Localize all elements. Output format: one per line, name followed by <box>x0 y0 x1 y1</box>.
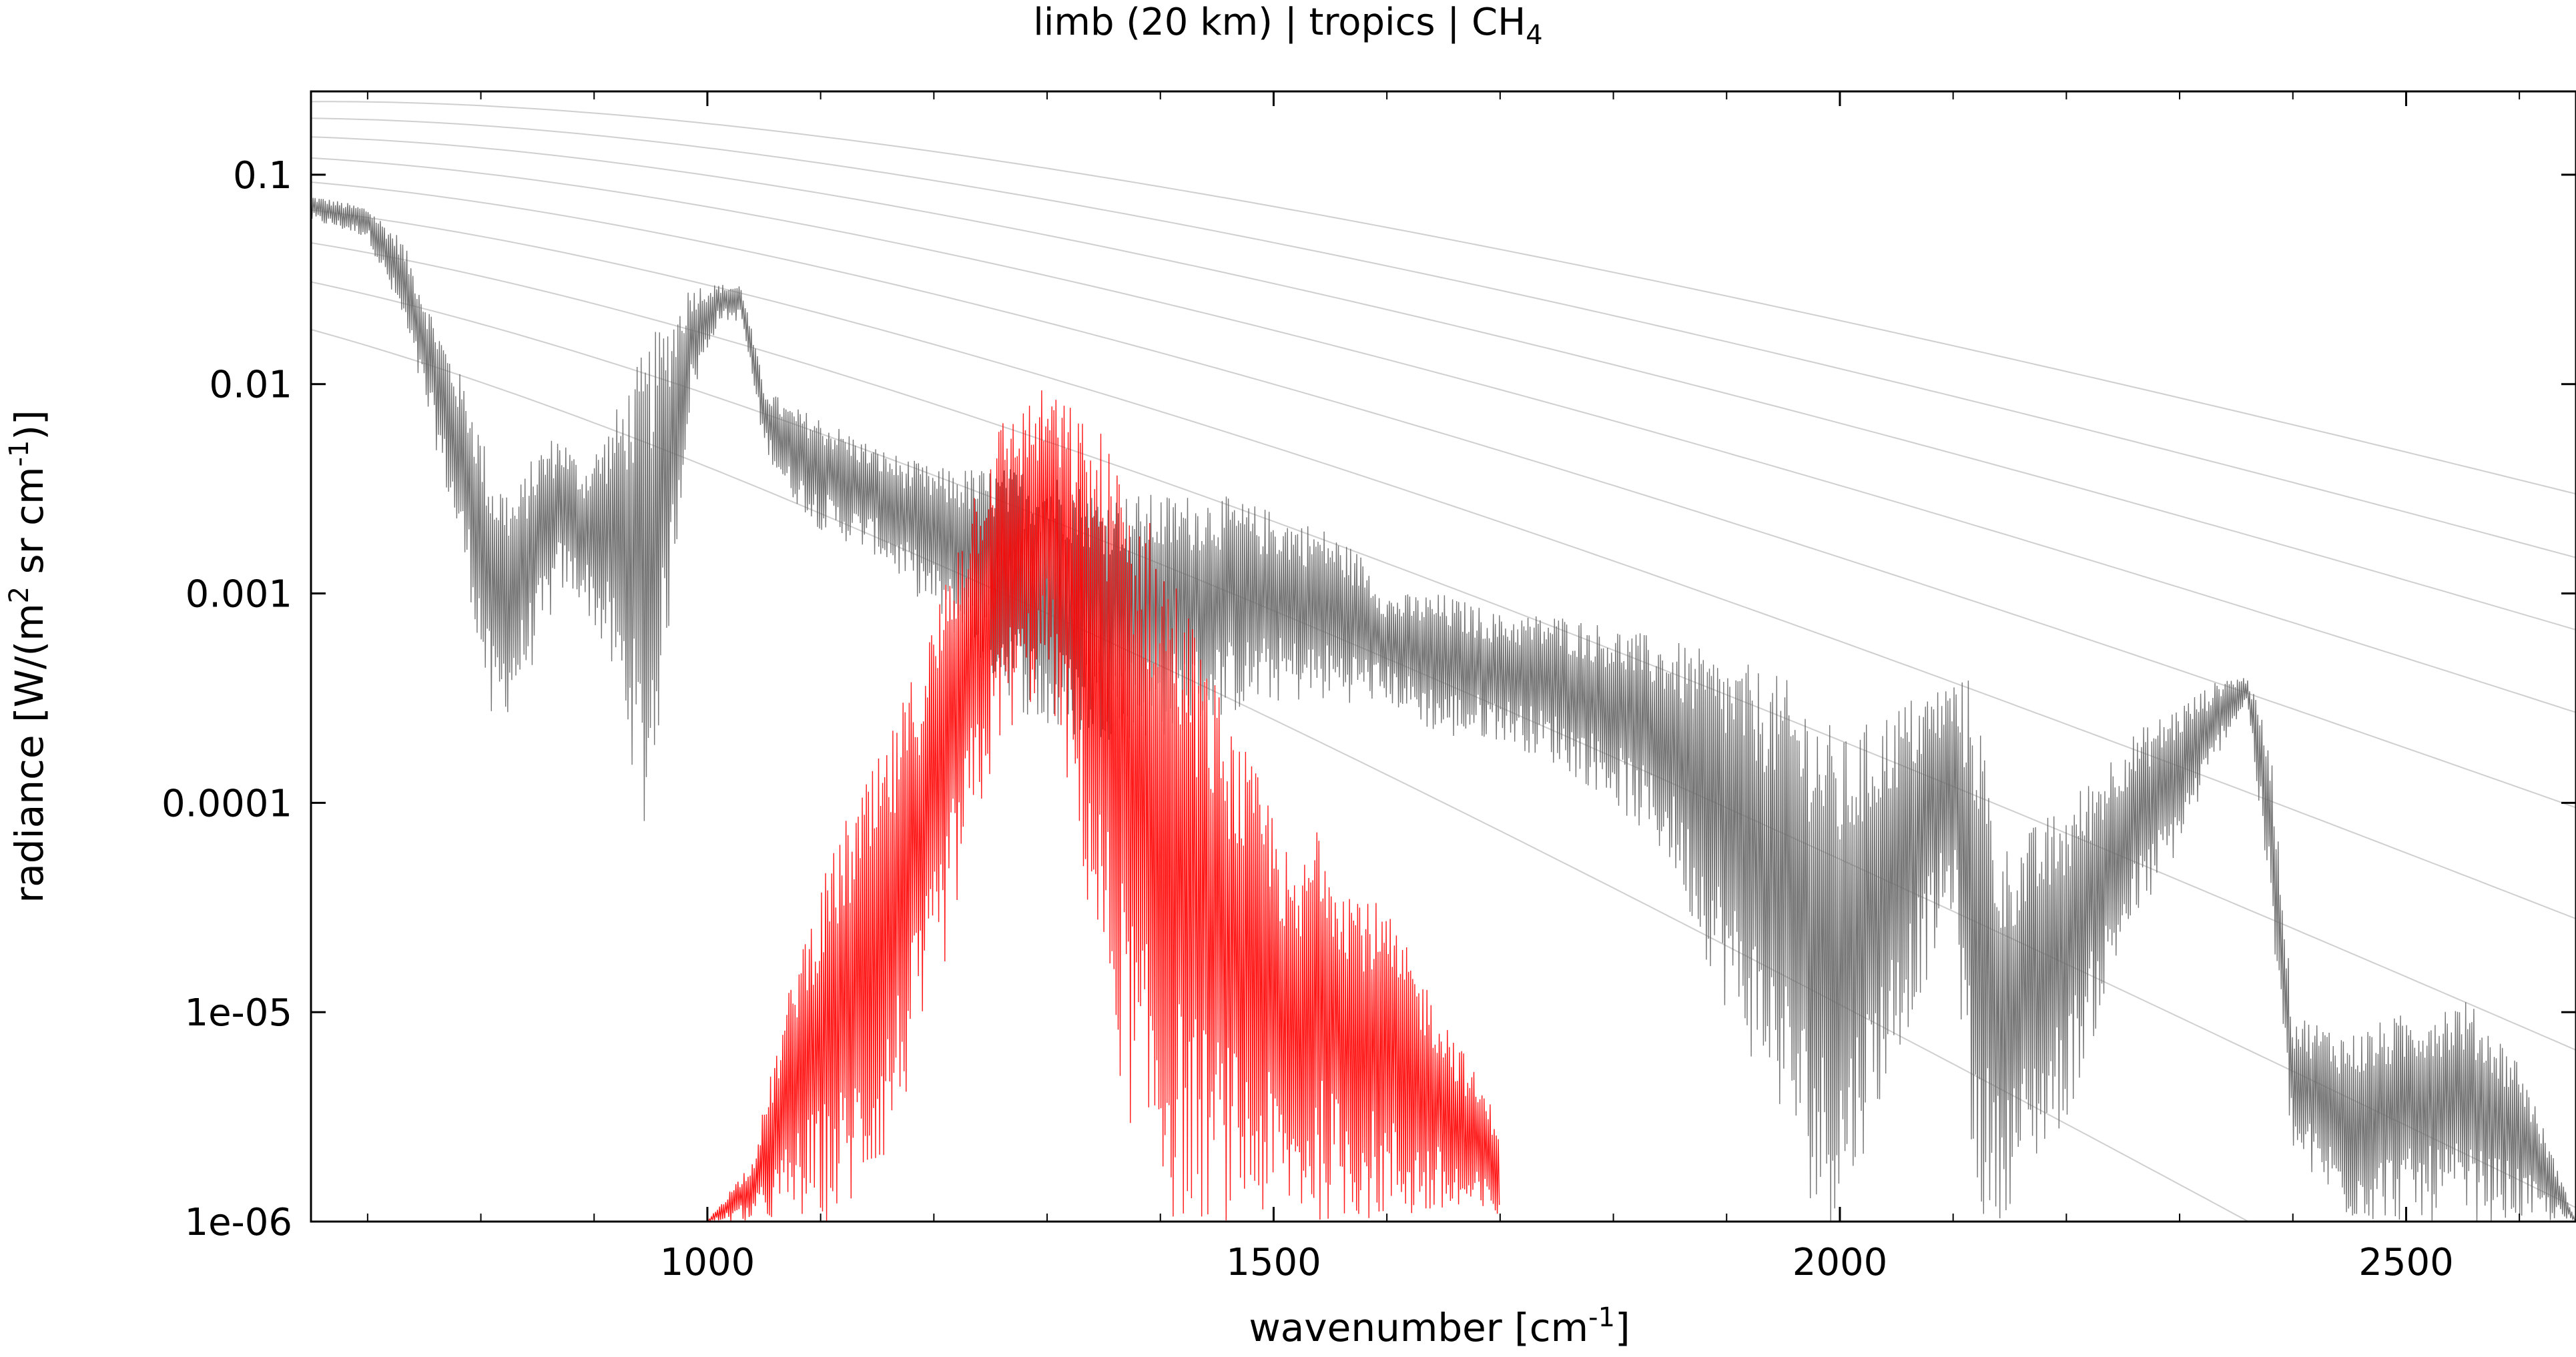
x-axis-label: wavenumber [cm-1] <box>1249 1302 1630 1350</box>
x-axis: 1000 1500 2000 2500 <box>366 91 2521 1284</box>
y-tick-label: 0.001 <box>186 573 292 616</box>
series-layer <box>311 197 2576 1222</box>
y-axis: 1e-06 1e-05 0.0001 0.001 0.01 0.1 <box>162 154 2576 1244</box>
reference-curve-320K <box>311 117 2576 558</box>
title-subscript: 4 <box>1526 20 1542 51</box>
reference-curve-340K <box>311 101 2576 495</box>
y-tick-label: 0.01 <box>209 364 292 407</box>
x-tick-label: 1000 <box>660 1241 755 1284</box>
reference-curve-240K <box>311 209 2576 920</box>
reference-curve-300K <box>311 136 2576 631</box>
chart-title: limb (20 km) | tropics | CH4 <box>1033 1 1542 51</box>
plot-frame <box>310 90 2576 1223</box>
x-tick-label: 2500 <box>2358 1241 2454 1284</box>
spectrum-series-2 <box>707 390 1500 1222</box>
y-tick-label: 0.0001 <box>162 782 292 825</box>
reference-curve-280K <box>311 157 2576 713</box>
reference-curve-180K <box>311 328 2250 1222</box>
reference-curves <box>311 101 2576 1222</box>
y-tick-label: 1e-05 <box>184 991 292 1035</box>
x-tick-label: 2000 <box>1793 1241 1888 1284</box>
spectrum-series-1 <box>311 197 2576 1222</box>
y-tick-label: 0.1 <box>233 154 292 197</box>
reference-curve-260K <box>311 181 2576 809</box>
y-tick-label: 1e-06 <box>184 1201 292 1244</box>
y-axis-label: radiance [W/(m2 sr cm-1)] <box>4 410 52 903</box>
x-tick-label: 1500 <box>1226 1241 1321 1284</box>
